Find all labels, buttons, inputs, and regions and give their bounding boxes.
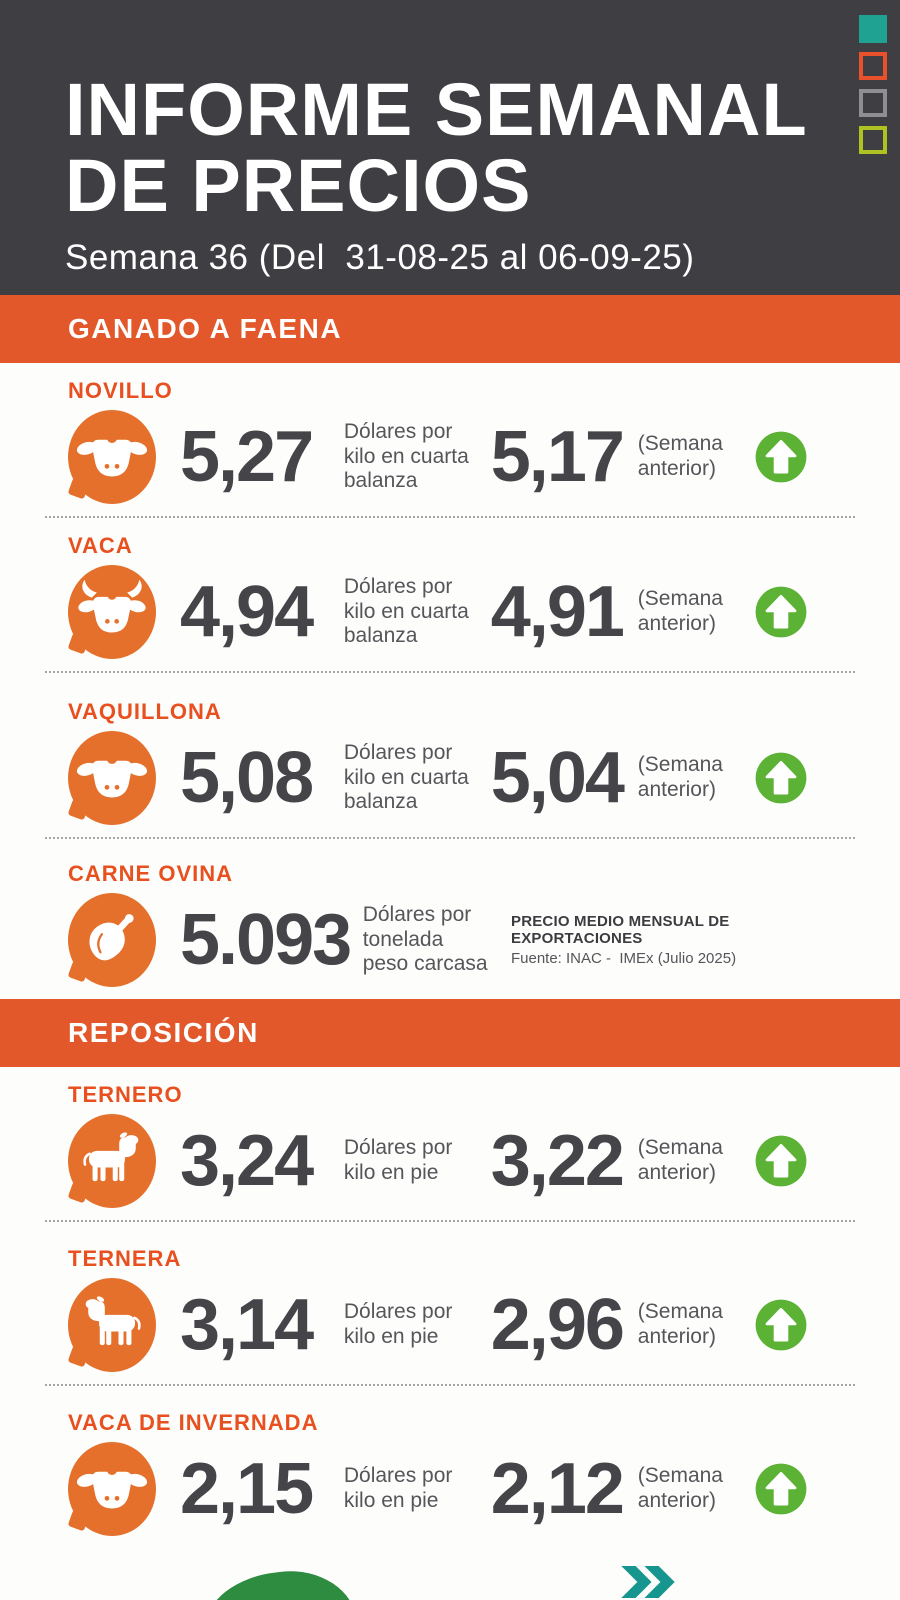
dufour-logo-text: Dufour <box>472 1596 692 1600</box>
section-band-label: REPOSICIÓN <box>68 1017 259 1048</box>
dotted-divider <box>45 516 855 518</box>
current-price: 5,08 <box>180 738 314 818</box>
sheep-meat-icon <box>68 893 156 987</box>
price-unit: Dólares por kilo en cuarta balanza <box>343 574 469 648</box>
price-row-novillo: NOVILLO 5,27 Dólares por kilo en cuarta … <box>0 363 900 516</box>
export-price-note: PRECIO MEDIO MENSUAL DE EXPORTACIONES Fu… <box>511 913 808 967</box>
dufour-logo: Dufour COMMODITIES <box>472 1566 692 1600</box>
note-title: PRECIO MEDIO MENSUAL DE EXPORTACIONES <box>510 913 730 947</box>
footer-logos: ACG ASOCIACIÓN DE CONSIGNATARIOS DE GANA… <box>0 1563 900 1600</box>
title-line-2: DE PRECIOS <box>65 144 532 228</box>
current-price: 2,15 <box>180 1449 314 1529</box>
price-row-vaquillona: VAQUILLONA 5,08 Dólares por kilo en cuar… <box>0 673 900 837</box>
corner-squares <box>859 15 887 154</box>
dufour-chevrons-icon <box>617 1566 679 1598</box>
current-price: 4,94 <box>180 572 314 652</box>
calf-icon <box>68 1278 156 1372</box>
note-source: Fuente: INAC - IMEx (Julio 2025) <box>510 950 737 967</box>
current-price: 5,27 <box>180 417 314 497</box>
previous-price: 2,96 <box>490 1285 625 1365</box>
previous-week-label: (Semana anterior) <box>637 1464 723 1512</box>
previous-price: 5,04 <box>490 738 625 818</box>
dotted-divider <box>45 1384 855 1386</box>
previous-week-label: (Semana anterior) <box>637 1300 723 1348</box>
header: INFORME SEMANAL DE PRECIOS Semana 36 (De… <box>0 0 900 295</box>
trend-up-icon <box>754 1298 808 1352</box>
category-label: NOVILLO <box>68 378 173 403</box>
dotted-divider <box>45 1220 855 1222</box>
dotted-divider <box>45 837 855 839</box>
price-row-ternera: TERNERA 3,14 Dólares por kilo en pie 2,9… <box>0 1222 900 1384</box>
cow-head-icon <box>68 1442 156 1536</box>
section-band-label: GANADO A FAENA <box>68 313 343 344</box>
previous-week-label: (Semana anterior) <box>637 432 723 480</box>
price-unit: Dólares por tonelada peso carcasa <box>362 902 488 976</box>
category-label: TERNERO <box>68 1082 183 1107</box>
cow-head-horns-icon <box>68 565 156 659</box>
previous-price: 2,12 <box>490 1449 625 1529</box>
section-band-reposicion: REPOSICIÓN <box>0 999 900 1067</box>
category-label: TERNERA <box>68 1246 182 1271</box>
category-label: VAQUILLONA <box>68 699 222 724</box>
category-label: VACA DE INVERNADA <box>68 1410 319 1435</box>
price-row-ternero: TERNERO 3,24 Dólares por kilo en pie 3,2… <box>0 1067 900 1220</box>
price-unit: Dólares por kilo en cuarta balanza <box>343 419 469 493</box>
gray-square-icon <box>859 89 887 117</box>
acg-logo: ACG ASOCIACIÓN DE CONSIGNATARIOS DE GANA… <box>202 1563 363 1600</box>
current-price: 5.093 <box>180 900 352 980</box>
price-row-vaca: VACA 4,94 Dólares por kilo en cuarta bal… <box>0 518 900 671</box>
trend-up-icon <box>754 751 808 805</box>
teal-square-icon <box>859 15 887 43</box>
current-price: 3,14 <box>180 1285 314 1365</box>
section-band-faena: GANADO A FAENA <box>0 295 900 363</box>
trend-up-icon <box>754 1134 808 1188</box>
previous-week-label: (Semana anterior) <box>637 587 723 635</box>
price-unit: Dólares por kilo en cuarta balanza <box>343 740 469 814</box>
calf-icon <box>68 1114 156 1208</box>
price-unit: Dólares por kilo en pie <box>343 1136 453 1184</box>
trend-up-icon <box>754 430 808 484</box>
previous-price: 4,91 <box>490 572 625 652</box>
category-label: CARNE OVINA <box>68 861 234 886</box>
cow-head-icon <box>68 410 156 504</box>
olive-square-icon <box>859 126 887 154</box>
price-unit: Dólares por kilo en pie <box>343 1300 453 1348</box>
price-row-vaca-invernada: VACA DE INVERNADA 2,15 Dólares por kilo … <box>0 1386 900 1548</box>
trend-up-icon <box>754 1462 808 1516</box>
previous-price: 3,22 <box>490 1121 625 1201</box>
previous-week-label: (Semana anterior) <box>637 753 723 801</box>
category-label: VACA <box>68 533 133 558</box>
price-row-carne-ovina: CARNE OVINA 5.093 Dólares por tonelada p… <box>0 839 900 999</box>
dotted-divider <box>45 671 855 673</box>
cow-head-icon <box>68 731 156 825</box>
price-unit: Dólares por kilo en pie <box>343 1464 453 1512</box>
previous-week-label: (Semana anterior) <box>637 1136 723 1184</box>
trend-up-icon <box>754 585 808 639</box>
orange-square-icon <box>859 52 887 80</box>
page-title: INFORME SEMANAL DE PRECIOS <box>65 68 860 228</box>
title-line-1: INFORME SEMANAL <box>65 68 808 151</box>
week-range-subtitle: Semana 36 (Del 31-08-25 al 06-09-25) <box>65 238 695 278</box>
current-price: 3,24 <box>180 1121 314 1201</box>
previous-price: 5,17 <box>490 417 625 497</box>
